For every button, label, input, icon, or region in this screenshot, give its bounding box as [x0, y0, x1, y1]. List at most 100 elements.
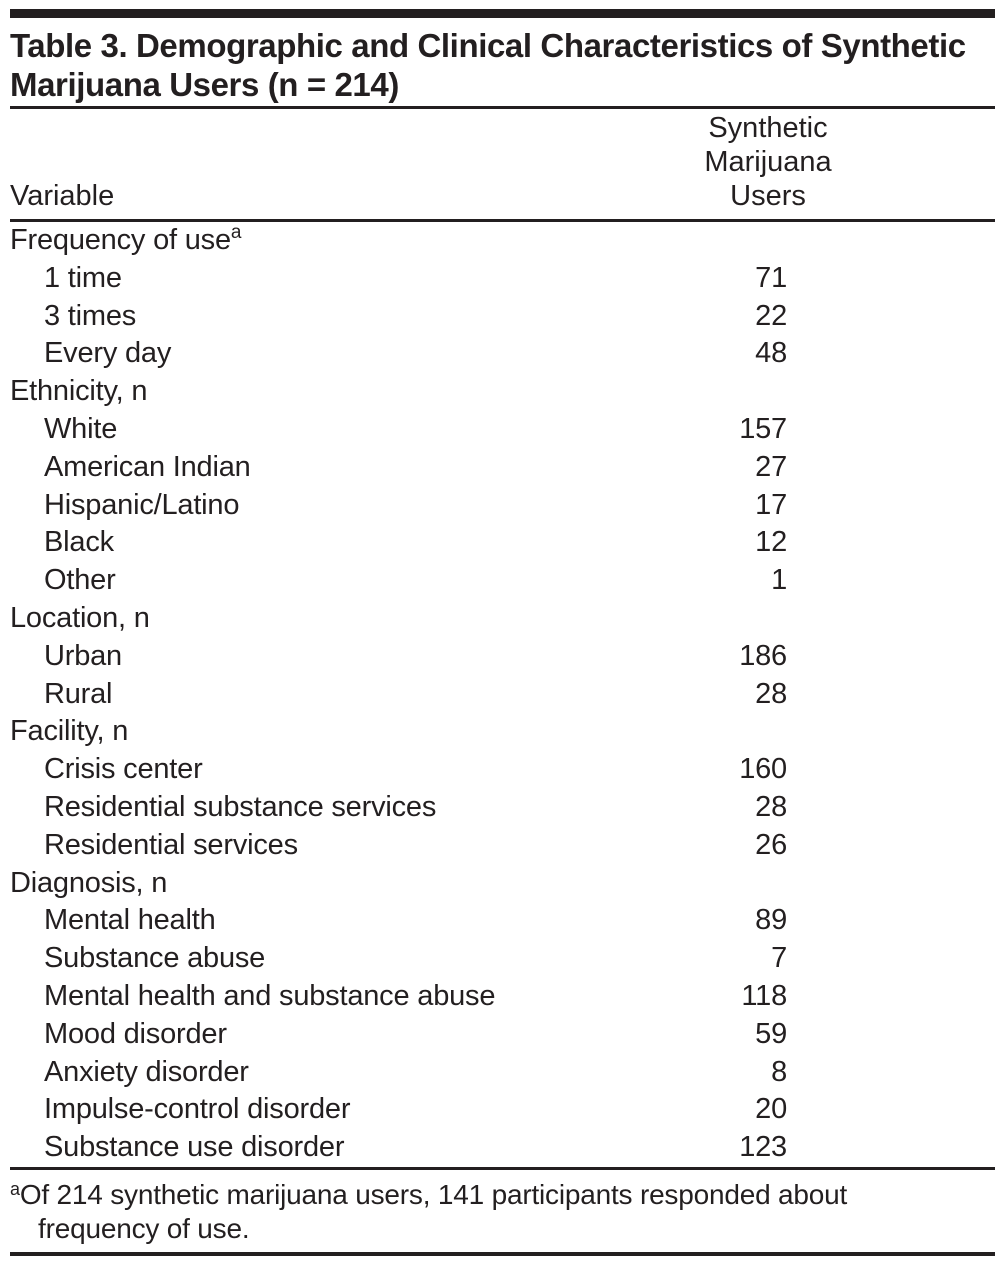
row-label-wrap: 3 times [10, 298, 637, 336]
row-value: 17 [755, 488, 787, 521]
row-value: 186 [739, 639, 787, 672]
row-label: American Indian [44, 450, 251, 483]
row-value: 26 [755, 828, 787, 861]
table-row: Mental health and substance abuse 118 [10, 978, 995, 1016]
row-label: Residential services [44, 828, 298, 861]
row-label: Hispanic/Latino [44, 488, 240, 521]
row-value: 118 [741, 979, 787, 1012]
row-label-wrap: Frequency of usea [10, 222, 637, 260]
table-row: 3 times 22 [10, 298, 995, 336]
table-header-row: Variable Synthetic Marijuana Users [10, 109, 995, 219]
row-label: 1 time [44, 261, 122, 294]
row-label-wrap: Facility, n [10, 713, 637, 751]
row-value: 157 [739, 412, 787, 445]
row-value: 48 [755, 337, 787, 370]
row-label: Frequency of use [10, 224, 231, 256]
table-row: White 157 [10, 411, 995, 449]
row-label-wrap: Every day [10, 335, 637, 373]
row-value [637, 713, 787, 751]
row-value: 71 [755, 261, 787, 294]
row-label: Residential substance services [44, 790, 437, 823]
row-label-wrap: Substance use disorder [10, 1129, 637, 1167]
row-label-wrap: Substance abuse [10, 940, 637, 978]
table-row: Mood disorder 59 [10, 1016, 995, 1054]
row-label: Location, n [10, 601, 150, 634]
table-row: American Indian 27 [10, 449, 995, 487]
row-label: Urban [44, 639, 122, 672]
row-label-wrap: Residential services [10, 827, 637, 865]
row-label: Impulse-control disorder [44, 1093, 351, 1126]
row-label-wrap: White [10, 411, 637, 449]
row-label-wrap: Rural [10, 676, 637, 714]
row-label: Substance use disorder [44, 1131, 345, 1164]
row-label: Facility, n [10, 715, 129, 748]
row-label: 3 times [44, 299, 137, 332]
table-row: Location, n [10, 600, 995, 638]
table-row: Hispanic/Latino 17 [10, 487, 995, 525]
row-label: Substance abuse [44, 942, 266, 975]
footnote-marker: a [10, 1178, 20, 1199]
row-label-wrap: Mental health [10, 902, 637, 940]
table-title: Table 3. Demographic and Clinical Charac… [10, 27, 966, 103]
row-value: 28 [755, 677, 787, 710]
row-label: Every day [44, 337, 172, 370]
row-label: Anxiety disorder [44, 1055, 249, 1088]
row-value: 22 [755, 299, 787, 332]
row-value [637, 222, 787, 260]
column-header-value: Synthetic Marijuana Users [704, 112, 832, 212]
row-value [637, 373, 787, 411]
table-row: 1 time 71 [10, 260, 995, 298]
table-row: Every day 48 [10, 335, 995, 373]
row-label: Crisis center [44, 753, 203, 786]
row-label-wrap: Ethnicity, n [10, 373, 637, 411]
row-label-wrap: Anxiety disorder [10, 1054, 637, 1092]
row-label: White [44, 412, 118, 445]
table-row: Other 1 [10, 562, 995, 600]
table-body: Frequency of usea 1 time 71 3 times 22 E… [10, 222, 995, 1167]
row-label: Mood disorder [44, 1017, 227, 1050]
row-label-wrap: Crisis center [10, 751, 637, 789]
row-label-wrap: Other [10, 562, 637, 600]
row-label-wrap: Urban [10, 638, 637, 676]
table-row: Substance use disorder 123 [10, 1129, 995, 1167]
row-label-wrap: American Indian [10, 449, 637, 487]
row-label: Ethnicity, n [10, 375, 148, 408]
body-bottom-rule [10, 1166, 995, 1170]
row-label-wrap: Black [10, 524, 637, 562]
row-value: 12 [755, 526, 787, 559]
row-value: 160 [739, 753, 787, 786]
title-rule [10, 106, 995, 109]
row-label-wrap: Residential substance services [10, 789, 637, 827]
row-value: 28 [755, 790, 787, 823]
row-value: 8 [771, 1055, 787, 1088]
row-label: Mental health and substance abuse [44, 979, 496, 1012]
table-row: Residential services 26 [10, 827, 995, 865]
header-rule [10, 219, 995, 222]
table-row: Urban 186 [10, 638, 995, 676]
footnote-marker-sup: a [230, 222, 242, 243]
table-row: Mental health 89 [10, 902, 995, 940]
row-label-wrap: Mood disorder [10, 1016, 637, 1054]
table-row: Residential substance services 28 [10, 789, 995, 827]
table-footnote: aOf 214 synthetic marijuana users, 141 p… [10, 1178, 995, 1246]
row-value: 27 [755, 450, 787, 483]
table-row: Ethnicity, n [10, 373, 995, 411]
table-row: Anxiety disorder 8 [10, 1054, 995, 1092]
row-label-wrap: 1 time [10, 260, 637, 298]
table-row: Crisis center 160 [10, 751, 995, 789]
row-value: 7 [771, 942, 787, 975]
row-value: 123 [739, 1131, 787, 1164]
row-value: 89 [755, 904, 787, 937]
row-value [637, 600, 787, 638]
row-label-wrap: Diagnosis, n [10, 865, 637, 903]
column-header-variable: Variable [10, 180, 115, 212]
row-label-wrap: Mental health and substance abuse [10, 978, 637, 1016]
row-value: 20 [755, 1093, 787, 1126]
row-label-wrap: Hispanic/Latino [10, 487, 637, 525]
bottom-rule [10, 1251, 995, 1256]
table-row: Rural 28 [10, 676, 995, 714]
table-row: Diagnosis, n [10, 865, 995, 903]
row-label-wrap: Impulse-control disorder [10, 1091, 637, 1129]
table-row: Impulse-control disorder 20 [10, 1091, 995, 1129]
